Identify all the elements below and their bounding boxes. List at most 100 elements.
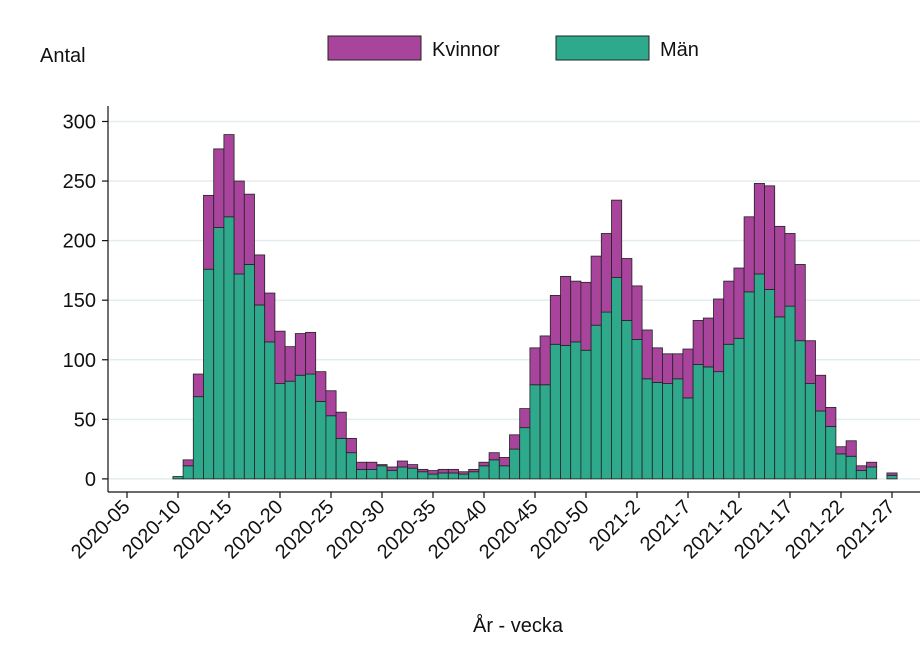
bar: [458, 471, 470, 475]
bar: [733, 337, 745, 480]
bar: [498, 465, 510, 480]
bar: [294, 374, 306, 480]
bar: [855, 470, 867, 480]
bar: [243, 264, 255, 480]
bar: [345, 452, 357, 480]
bar: [366, 468, 378, 480]
legend-label: Män: [660, 39, 699, 61]
bar: [611, 199, 623, 278]
bar: [305, 373, 317, 480]
bar: [509, 448, 521, 480]
bar: [437, 472, 449, 480]
bar: [396, 466, 408, 480]
bar: [345, 437, 357, 454]
bar: [764, 289, 776, 480]
bar: [570, 341, 582, 480]
bar: [590, 324, 602, 480]
bar: [498, 457, 510, 467]
bar: [774, 316, 786, 480]
bar: [600, 311, 612, 480]
bar: [407, 467, 419, 480]
bar: [621, 258, 633, 321]
y-tick-label: 50: [74, 409, 96, 431]
bar: [825, 426, 837, 480]
bar: [264, 292, 276, 343]
bar: [723, 343, 735, 480]
bar: [417, 471, 429, 480]
bar: [447, 472, 459, 480]
bar: [407, 464, 419, 469]
bar: [213, 227, 225, 480]
bar: [192, 396, 204, 480]
bar: [458, 473, 470, 480]
legend-swatch: [327, 35, 422, 61]
bar: [427, 470, 439, 475]
bar: [325, 415, 337, 480]
bar: [315, 371, 327, 402]
legend-label: Kvinnor: [432, 39, 500, 61]
y-axis-title: Antal: [40, 45, 86, 67]
bar: [651, 347, 663, 383]
bar: [753, 273, 765, 480]
bar: [713, 371, 725, 480]
bar: [815, 410, 827, 480]
bar: [386, 470, 398, 480]
bar: [335, 437, 347, 480]
bar: [356, 461, 368, 470]
bars: [172, 134, 898, 480]
bar: [417, 468, 429, 473]
bar: [203, 194, 215, 270]
bar: [233, 180, 245, 275]
bar: [794, 340, 806, 480]
bar: [580, 349, 592, 480]
bar: [437, 468, 449, 474]
bar: [539, 335, 551, 386]
bar: [641, 329, 653, 380]
bar: [519, 408, 531, 429]
bar: [386, 466, 398, 471]
bar: [784, 233, 796, 307]
bar: [753, 183, 765, 275]
bar: [192, 373, 204, 398]
x-axis-title: År - vecka: [473, 614, 564, 637]
bar: [764, 185, 776, 290]
bar: [549, 343, 561, 480]
bar: [529, 347, 541, 386]
bar: [396, 460, 408, 468]
bar: [509, 434, 521, 450]
bar: [274, 330, 286, 384]
bar: [478, 465, 490, 480]
bar: [376, 465, 388, 480]
bar: [723, 280, 735, 345]
bar: [468, 468, 480, 473]
bar: [570, 280, 582, 343]
bar: [651, 381, 663, 480]
bar: [692, 364, 704, 480]
bar: [621, 320, 633, 480]
y-tick-label: 150: [63, 290, 96, 312]
bar: [539, 384, 551, 480]
bar: [223, 216, 235, 480]
bar: [600, 233, 612, 313]
bar: [254, 254, 266, 306]
bar: [478, 461, 490, 467]
bar: [182, 465, 194, 480]
bar: [845, 440, 857, 457]
bar: [243, 193, 255, 265]
x-tick-label: 2021-2: [585, 496, 645, 556]
bar: [631, 285, 643, 340]
bar: [662, 383, 674, 480]
y-tick-label: 300: [63, 111, 96, 133]
bar: [274, 383, 286, 480]
bar: [866, 461, 878, 468]
y-tick-label: 0: [85, 469, 96, 491]
bar: [855, 465, 867, 471]
bar: [692, 320, 704, 365]
bar: [702, 366, 714, 480]
bar: [835, 453, 847, 480]
bar: [662, 353, 674, 384]
bar: [672, 353, 684, 380]
bar: [376, 464, 388, 467]
